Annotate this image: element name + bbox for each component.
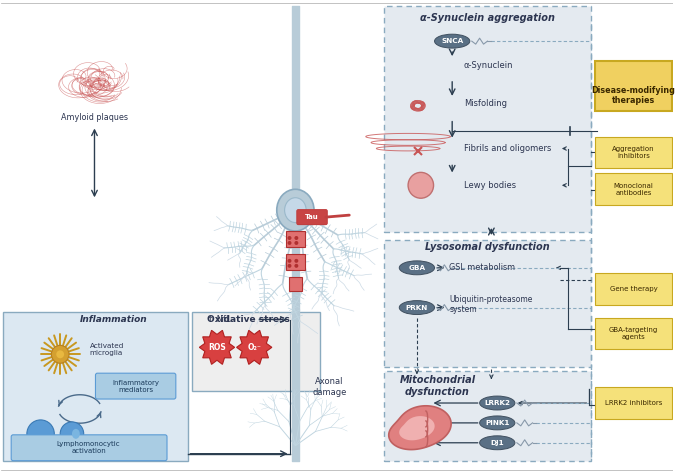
Circle shape — [295, 241, 299, 245]
Ellipse shape — [399, 301, 434, 314]
FancyBboxPatch shape — [595, 318, 672, 349]
FancyBboxPatch shape — [384, 6, 591, 232]
Ellipse shape — [479, 416, 515, 430]
Text: GSL metabolism: GSL metabolism — [449, 263, 515, 272]
Text: DJ1: DJ1 — [490, 440, 504, 446]
Text: PRKN: PRKN — [406, 304, 428, 311]
Text: SNCA: SNCA — [441, 38, 463, 44]
Text: Mitochondrial
dysfunction: Mitochondrial dysfunction — [399, 375, 475, 397]
Polygon shape — [236, 330, 272, 364]
FancyBboxPatch shape — [192, 312, 320, 391]
Text: GBA-targeting
agents: GBA-targeting agents — [609, 327, 658, 340]
Polygon shape — [199, 330, 235, 364]
Text: Gene therapy: Gene therapy — [610, 286, 658, 292]
FancyBboxPatch shape — [286, 254, 306, 270]
Text: Inflammation: Inflammation — [79, 314, 147, 323]
Text: GBA: GBA — [408, 265, 425, 271]
Circle shape — [51, 346, 69, 363]
Text: Lymphomonocytic
activation: Lymphomonocytic activation — [57, 441, 121, 454]
Text: Tau: Tau — [305, 214, 319, 220]
FancyBboxPatch shape — [595, 387, 672, 419]
Circle shape — [288, 236, 291, 240]
Text: Lysosomal dysfunction: Lysosomal dysfunction — [425, 242, 550, 252]
Ellipse shape — [399, 261, 434, 275]
FancyBboxPatch shape — [297, 210, 327, 225]
Text: Ubiquitin-proteasome
system: Ubiquitin-proteasome system — [449, 295, 533, 314]
Text: Lewy bodies: Lewy bodies — [464, 181, 516, 190]
FancyBboxPatch shape — [384, 371, 591, 461]
Ellipse shape — [479, 436, 515, 450]
Circle shape — [295, 264, 299, 268]
FancyBboxPatch shape — [595, 173, 672, 205]
FancyBboxPatch shape — [384, 240, 591, 367]
Text: ↑ NfL: ↑ NfL — [207, 315, 231, 324]
Polygon shape — [399, 416, 435, 440]
FancyBboxPatch shape — [595, 273, 672, 304]
Polygon shape — [389, 406, 451, 449]
Circle shape — [408, 172, 434, 198]
Ellipse shape — [277, 189, 314, 231]
Text: Oxidative stress: Oxidative stress — [207, 314, 290, 323]
Text: Aggregation
inhibitors: Aggregation inhibitors — [612, 146, 655, 159]
FancyBboxPatch shape — [595, 61, 672, 111]
Circle shape — [288, 259, 291, 263]
Text: LRRK2: LRRK2 — [484, 400, 510, 406]
Text: Monoclonal
antibodies: Monoclonal antibodies — [614, 183, 653, 196]
Text: Disease-modifying
therapies: Disease-modifying therapies — [592, 86, 675, 105]
FancyBboxPatch shape — [11, 435, 167, 461]
Text: O₂⁻: O₂⁻ — [247, 343, 261, 352]
Text: Amyloid plaques: Amyloid plaques — [61, 113, 128, 122]
FancyBboxPatch shape — [595, 136, 672, 169]
Text: Fibrils and oligomers: Fibrils and oligomers — [464, 144, 551, 153]
Text: ROS: ROS — [208, 343, 226, 352]
Text: PINK1: PINK1 — [485, 420, 510, 426]
FancyBboxPatch shape — [3, 312, 188, 461]
Ellipse shape — [72, 429, 79, 439]
Text: α-Synuclein: α-Synuclein — [464, 60, 514, 69]
Text: Axonal
damage: Axonal damage — [312, 377, 347, 396]
Circle shape — [288, 264, 291, 268]
Ellipse shape — [284, 198, 306, 223]
Circle shape — [56, 350, 64, 358]
Circle shape — [27, 420, 54, 448]
Circle shape — [295, 259, 299, 263]
FancyBboxPatch shape — [95, 373, 176, 399]
Circle shape — [288, 241, 291, 245]
Text: Activated
microglia: Activated microglia — [90, 343, 124, 356]
FancyBboxPatch shape — [286, 231, 306, 247]
Circle shape — [60, 422, 84, 446]
Text: α-Synuclein aggregation: α-Synuclein aggregation — [420, 13, 555, 23]
Text: LRRK2 inhibitors: LRRK2 inhibitors — [605, 400, 662, 406]
Circle shape — [295, 236, 299, 240]
FancyBboxPatch shape — [288, 277, 302, 291]
Ellipse shape — [479, 396, 515, 410]
Text: Misfolding: Misfolding — [464, 99, 507, 108]
Ellipse shape — [434, 34, 470, 48]
Text: Inflammatory
mediators: Inflammatory mediators — [112, 379, 159, 393]
